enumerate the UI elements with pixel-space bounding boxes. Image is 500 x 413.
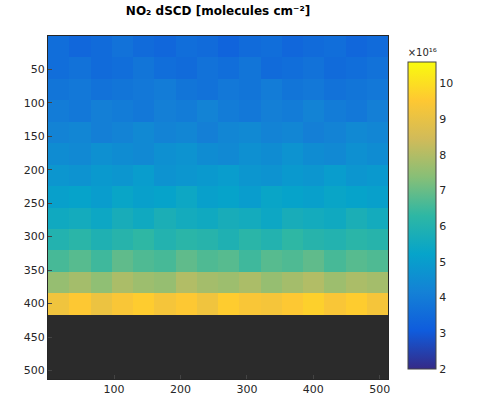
svg-text:4: 4 [439, 291, 446, 304]
svg-text:5: 5 [439, 256, 446, 269]
svg-text:350: 350 [24, 264, 45, 277]
svg-text:300: 300 [236, 383, 257, 396]
svg-text:300: 300 [24, 230, 45, 243]
svg-text:100: 100 [104, 383, 125, 396]
svg-text:250: 250 [24, 197, 45, 210]
svg-text:6: 6 [439, 220, 446, 233]
svg-text:10: 10 [439, 77, 453, 90]
svg-text:100: 100 [24, 97, 45, 110]
svg-text:400: 400 [303, 383, 324, 396]
svg-text:2: 2 [439, 363, 446, 376]
svg-text:200: 200 [170, 383, 191, 396]
svg-text:3: 3 [439, 327, 446, 340]
svg-text:150: 150 [24, 130, 45, 143]
svg-text:50: 50 [31, 63, 45, 76]
svg-text:NO₂ dSCD [molecules cm⁻²]: NO₂ dSCD [molecules cm⁻²] [126, 4, 310, 18]
svg-text:500: 500 [24, 364, 45, 377]
svg-text:200: 200 [24, 164, 45, 177]
svg-text:450: 450 [24, 331, 45, 344]
svg-text:400: 400 [24, 297, 45, 310]
svg-text:9: 9 [439, 113, 446, 126]
svg-text:500: 500 [369, 383, 390, 396]
svg-text:8: 8 [439, 149, 446, 162]
svg-text:×10¹⁶: ×10¹⁶ [408, 47, 437, 58]
svg-text:7: 7 [439, 184, 446, 197]
